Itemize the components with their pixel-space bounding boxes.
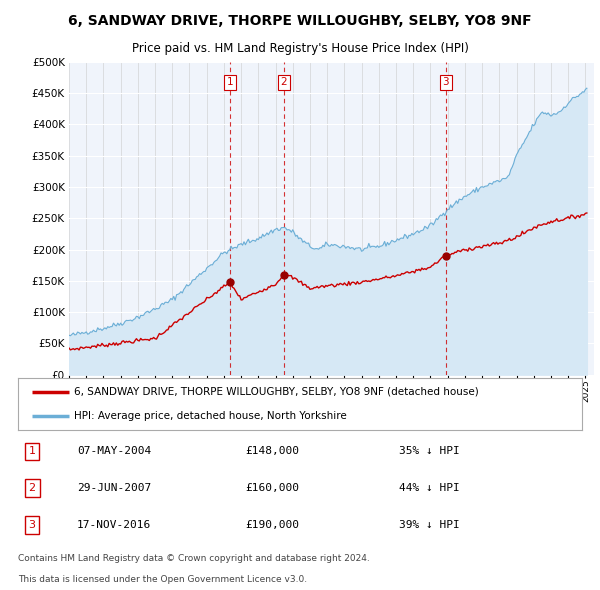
Text: 44% ↓ HPI: 44% ↓ HPI — [400, 483, 460, 493]
Text: 3: 3 — [442, 77, 449, 87]
Text: 1: 1 — [29, 447, 35, 457]
Text: 2: 2 — [281, 77, 287, 87]
Text: 6, SANDWAY DRIVE, THORPE WILLOUGHBY, SELBY, YO8 9NF: 6, SANDWAY DRIVE, THORPE WILLOUGHBY, SEL… — [68, 14, 532, 28]
Text: Contains HM Land Registry data © Crown copyright and database right 2024.: Contains HM Land Registry data © Crown c… — [18, 554, 370, 563]
Text: 6, SANDWAY DRIVE, THORPE WILLOUGHBY, SELBY, YO8 9NF (detached house): 6, SANDWAY DRIVE, THORPE WILLOUGHBY, SEL… — [74, 386, 479, 396]
Text: 2: 2 — [29, 483, 35, 493]
Text: HPI: Average price, detached house, North Yorkshire: HPI: Average price, detached house, Nort… — [74, 411, 347, 421]
Text: 3: 3 — [29, 520, 35, 530]
Text: 35% ↓ HPI: 35% ↓ HPI — [400, 447, 460, 457]
Text: Price paid vs. HM Land Registry's House Price Index (HPI): Price paid vs. HM Land Registry's House … — [131, 42, 469, 55]
Text: This data is licensed under the Open Government Licence v3.0.: This data is licensed under the Open Gov… — [18, 575, 307, 584]
Text: £160,000: £160,000 — [245, 483, 299, 493]
Text: 39% ↓ HPI: 39% ↓ HPI — [400, 520, 460, 530]
Text: 29-JUN-2007: 29-JUN-2007 — [77, 483, 151, 493]
Text: £190,000: £190,000 — [245, 520, 299, 530]
Text: 1: 1 — [227, 77, 233, 87]
Text: 07-MAY-2004: 07-MAY-2004 — [77, 447, 151, 457]
Text: 17-NOV-2016: 17-NOV-2016 — [77, 520, 151, 530]
Text: £148,000: £148,000 — [245, 447, 299, 457]
